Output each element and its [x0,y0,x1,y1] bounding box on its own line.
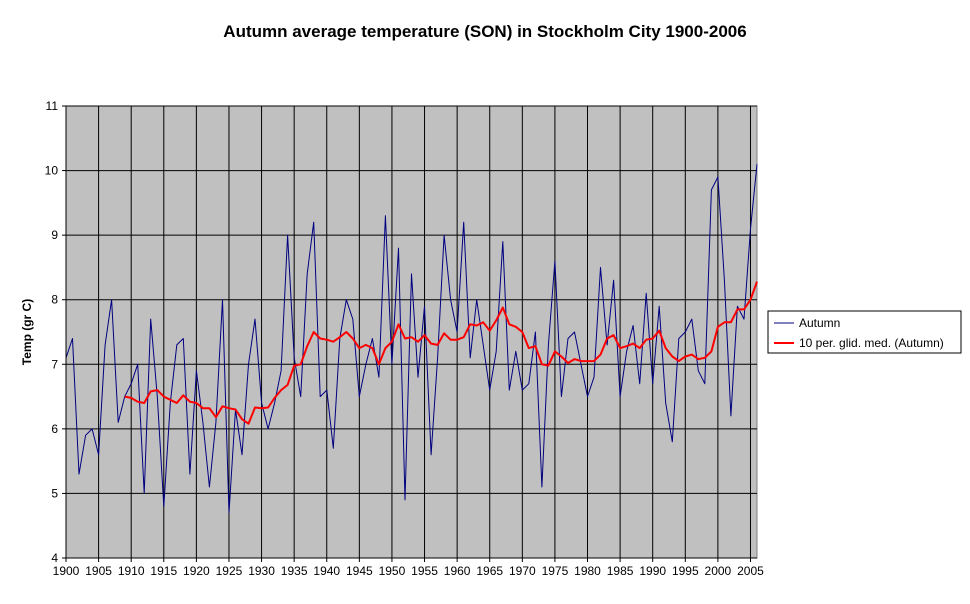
x-tick-label: 1985 [607,564,634,578]
legend-label-autumn: Autumn [799,316,840,330]
series-line-autumn [65,164,758,514]
legend-label-moving-average: 10 per. glid. med. (Autumn) [799,336,944,350]
x-tick-label: 1965 [476,564,503,578]
y-tick-label: 8 [51,293,58,307]
y-tick-label: 9 [51,228,58,242]
x-tick-label: 2005 [737,564,764,578]
x-tick-label: 1935 [281,564,308,578]
chart-title: Autumn average temperature (SON) in Stoc… [223,22,747,41]
series-layer [65,164,758,514]
x-tick-label: 1995 [672,564,699,578]
x-tick-label: 1955 [411,564,438,578]
x-tick-label: 1915 [150,564,177,578]
y-tick-label: 11 [46,99,59,113]
x-tick-label: 1910 [118,564,145,578]
plot-area [65,105,758,559]
x-tick-label: 1940 [313,564,340,578]
x-tick-label: 1900 [53,564,80,578]
y-tick-label: 7 [51,357,58,371]
x-tick-label: 1990 [639,564,666,578]
x-tick-label: 1975 [542,564,569,578]
y-tick-label: 5 [51,486,58,500]
x-tick-label: 1970 [509,564,536,578]
x-tick-label: 1925 [216,564,243,578]
legend: Autumn 10 per. glid. med. (Autumn) [767,310,962,354]
legend-box [767,310,962,354]
x-tick-label: 2000 [705,564,732,578]
x-tick-label: 1930 [248,564,275,578]
x-tick-label: 1960 [444,564,471,578]
x-tick-label: 1950 [379,564,406,578]
x-tick-label: 1980 [574,564,601,578]
x-tick-label: 1905 [85,564,112,578]
axis-layer [65,106,757,559]
series-line-moving-average [124,281,758,425]
y-axis-title: Temp (gr C) [20,299,34,365]
y-tick-label: 4 [51,551,58,565]
tick-labels: 4 5 6 7 8 9 10 11 1900 1905 1910 1915 1920 1925 1930 19… [45,99,765,578]
x-tick-label: 1920 [183,564,210,578]
y-tick-label: 6 [51,422,58,436]
x-tick-label: 1945 [346,564,373,578]
y-tick-label: 10 [45,164,59,178]
grid-layer [66,105,757,558]
